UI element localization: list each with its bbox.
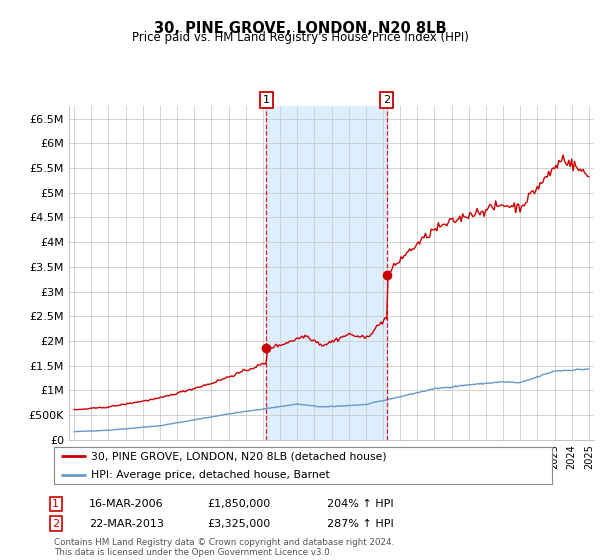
- Text: Contains HM Land Registry data © Crown copyright and database right 2024.
This d: Contains HM Land Registry data © Crown c…: [54, 538, 394, 557]
- Text: 2: 2: [52, 519, 59, 529]
- Text: Price paid vs. HM Land Registry's House Price Index (HPI): Price paid vs. HM Land Registry's House …: [131, 31, 469, 44]
- Text: 2: 2: [383, 95, 391, 105]
- Text: £3,325,000: £3,325,000: [207, 519, 270, 529]
- Text: 287% ↑ HPI: 287% ↑ HPI: [327, 519, 394, 529]
- Text: 30, PINE GROVE, LONDON, N20 8LB: 30, PINE GROVE, LONDON, N20 8LB: [154, 21, 446, 36]
- Text: 22-MAR-2013: 22-MAR-2013: [89, 519, 164, 529]
- Text: £1,850,000: £1,850,000: [207, 499, 270, 509]
- Text: 1: 1: [263, 95, 270, 105]
- Text: 16-MAR-2006: 16-MAR-2006: [89, 499, 163, 509]
- Text: 1: 1: [52, 499, 59, 509]
- Bar: [266, 106, 387, 440]
- Text: 204% ↑ HPI: 204% ↑ HPI: [327, 499, 394, 509]
- Text: HPI: Average price, detached house, Barnet: HPI: Average price, detached house, Barn…: [91, 470, 330, 480]
- Text: 30, PINE GROVE, LONDON, N20 8LB (detached house): 30, PINE GROVE, LONDON, N20 8LB (detache…: [91, 451, 387, 461]
